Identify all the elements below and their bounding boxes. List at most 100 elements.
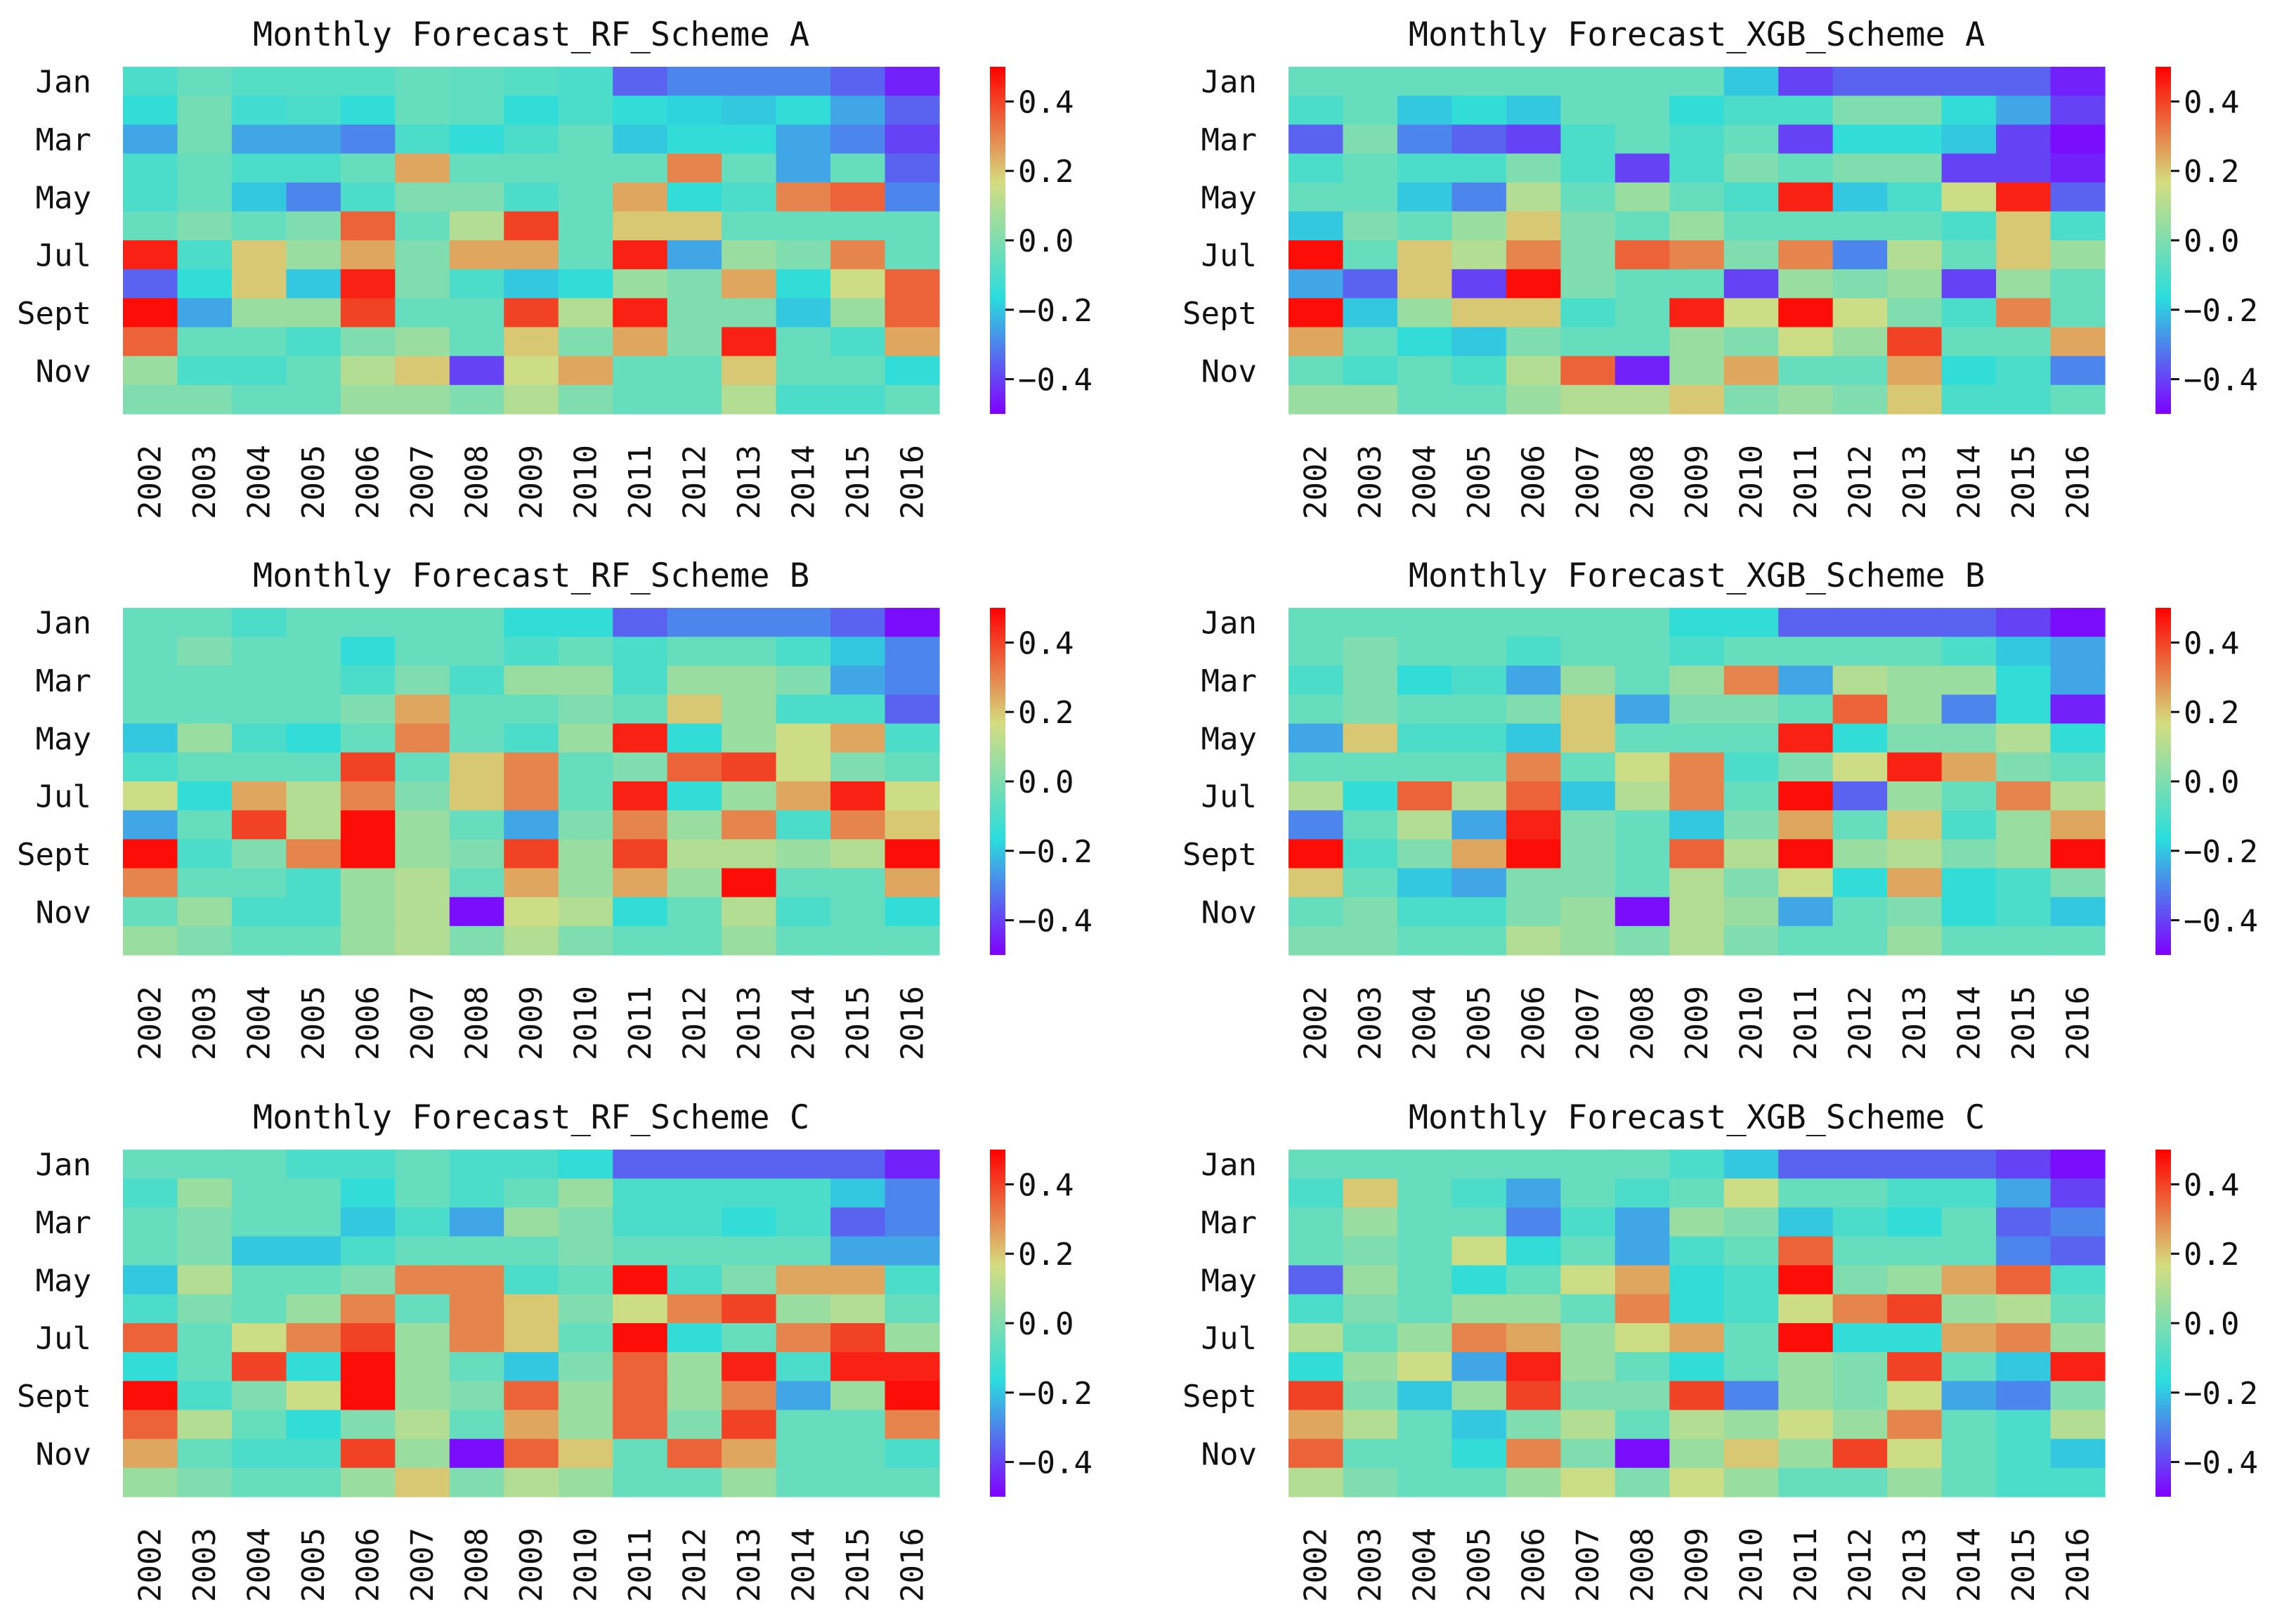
heatmap-cell: Apr 2008: -0.05: [449, 153, 504, 183]
heatmap-cell: Feb 2016: -0.3: [885, 637, 940, 666]
heatmap-cell: Jul 2013: 0.05: [722, 781, 777, 811]
heatmap-cell: Jun 2015: -0.05: [830, 211, 886, 241]
heatmap-cell: Feb 2004: -0.05: [231, 637, 287, 666]
heatmap-cell: Jan 2007: -0.05: [1560, 608, 1616, 637]
x-tick-label: 2007: [405, 986, 441, 1060]
heatmap-cell: Aug 2004: 0.2: [231, 269, 287, 299]
heatmap-cell: May 2011: 0.25: [613, 182, 668, 212]
x-tick-label: 2015: [2006, 1528, 2042, 1602]
heatmap-cell: Jul 2005: 0.1: [1452, 240, 1507, 270]
colorbar-gradient-bar: [990, 608, 1005, 955]
heatmap-cell: Feb 2009: -0.05: [1669, 1178, 1725, 1208]
heatmap-cell: Mar 2004: -0.25: [231, 124, 287, 155]
heatmap-cell: Sept 2010: 0.05: [558, 839, 613, 869]
heatmap-cell: Dec 2011: -0.05: [1778, 925, 1834, 956]
heatmap-cell: Aug 2006: 0.48: [1506, 269, 1561, 299]
heatmap-cell: Feb 2016: -0.3: [885, 1178, 940, 1208]
heatmap-cell: Jul 2010: -0.05: [558, 240, 613, 270]
heatmap-cell: Jan 2010: -0.2: [1723, 67, 1779, 96]
heatmap-cell: Aug 2002: -0.35: [123, 269, 178, 299]
heatmap-cell: Sept 2015: 0.05: [830, 1381, 886, 1411]
heatmap-cell: Jun 2003: 0: [1343, 211, 1398, 241]
heatmap-cell: Apr 2003: -0.05: [1343, 153, 1398, 183]
heatmap-cell: Feb 2003: -0.05: [1343, 96, 1398, 125]
heatmap-cell: Jul 2004: 0.25: [231, 781, 287, 811]
heatmap-cell: Jun 2008: -0.05: [1615, 211, 1670, 241]
heatmap-cell: Apr 2007: 0.25: [395, 153, 450, 183]
heatmap-cell: Dec 2012: -0.05: [1832, 1467, 1888, 1497]
heatmap-cell: Jan 2012: -0.3: [667, 608, 722, 637]
heatmap-cell: Jan 2008: -0.05: [449, 608, 504, 637]
heatmap-cell: Mar 2004: -0.05: [231, 1207, 287, 1237]
heatmap-cell: Oct 2004: -0.05: [231, 1410, 287, 1440]
heatmap-cell: Sept 2003: 0: [1343, 1381, 1398, 1411]
heatmap-cell: Nov 2014: -0.05: [1941, 1438, 1997, 1469]
y-tick-label: Sept: [1182, 1379, 1257, 1415]
heatmap-cell: Mar 2005: -0.1: [1452, 665, 1507, 696]
heatmap-cell: Oct 2013: 0.45: [722, 327, 777, 357]
heatmap-cell: Apr 2016: -0.45: [2050, 153, 2106, 183]
heatmap-cell: Mar 2012: -0.15: [667, 124, 722, 155]
heatmap-cell: Apr 2011: -0.05: [1778, 153, 1834, 183]
y-tick-label: Jul: [36, 779, 91, 815]
heatmap-cell: May 2005: -0.15: [1452, 1265, 1507, 1295]
heatmap-cell: Feb 2005: -0.1: [286, 96, 341, 125]
heatmap-cell: Mar 2014: -0.05: [1941, 1207, 1997, 1237]
heatmap-cell: Feb 2016: -0.4: [2050, 96, 2106, 125]
heatmap-cell: Aug 2008: -0.1: [449, 269, 504, 299]
heatmap-cell: Dec 2011: -0.05: [613, 925, 668, 956]
heatmap-cell: Jul 2010: -0.05: [1723, 1323, 1779, 1353]
heatmap-cell: Oct 2014: -0.05: [776, 868, 831, 898]
x-tick-label: 2009: [514, 986, 549, 1060]
heatmap-cell: Jan 2015: -0.4: [1996, 608, 2052, 637]
heatmap-cell: Feb 2010: -0.1: [558, 96, 613, 125]
heatmap-cell: Dec 2007: 0.1: [1560, 384, 1616, 415]
heatmap-cell: Jun 2012: 0.2: [667, 211, 722, 241]
heatmap-cell: Jun 2007: -0.05: [395, 211, 450, 241]
heatmap-cell: Nov 2009: 0.1: [1669, 897, 1725, 927]
heatmap-cell: Sept 2013: 0: [1887, 298, 1943, 328]
heatmap-cell: Jan 2003: -0.05: [177, 608, 233, 637]
heatmap-cell: Jun 2016: -0.05: [885, 211, 940, 241]
heatmap-cell: Jul 2014: 0.25: [776, 781, 831, 811]
heatmap-cell: Aug 2006: 0.45: [1506, 1352, 1561, 1381]
heatmap-cell: Feb 2008: -0.05: [1615, 96, 1670, 125]
heatmap-cell: Sept 2004: 0: [1397, 839, 1452, 869]
heatmap-cell: Oct 2009: 0.05: [1669, 327, 1725, 357]
heatmap-cell: Jan 2011: -0.35: [613, 67, 668, 96]
heatmap-cell: Jul 2011: 0.48: [613, 1323, 668, 1353]
heatmap-cell: May 2007: 0.2: [1560, 723, 1616, 753]
heatmap-cell: Feb 2012: -0.05: [1832, 637, 1888, 666]
heatmap-cell: Jun 2002: -0.2: [1289, 211, 1344, 241]
colorbar-tick-label: 0.2: [2184, 154, 2239, 190]
heatmap-cell: Sept 2002: 0.48: [123, 839, 178, 869]
heatmap-cell: Aug 2007: 0: [1560, 269, 1616, 299]
heatmap-cell: Nov 2002: -0.05: [123, 897, 178, 927]
heatmap-cell: Sept 2008: -0.05: [1615, 298, 1670, 328]
heatmap-cell: Nov 2009: 0.15: [504, 356, 559, 386]
heatmap-cell: Jun 2002: -0.05: [123, 211, 178, 241]
heatmap-cell: Nov 2006: 0: [1506, 897, 1561, 927]
x-tick-label: 2010: [568, 986, 604, 1060]
heatmap-cell: Jun 2007: -0.05: [395, 1294, 450, 1324]
chart-title: Monthly Forecast_RF_Scheme A: [253, 15, 809, 54]
heatmap-cell: May 2011: 0.45: [1778, 182, 1834, 212]
heatmap-cell: Apr 2013: 0: [1887, 153, 1943, 183]
heatmap-cell: Aug 2004: 0.2: [1397, 269, 1452, 299]
heatmap-cell: Apr 2010: -0.05: [1723, 1236, 1779, 1266]
heatmap-cell: Jun 2006: 0.05: [1506, 1294, 1561, 1324]
heatmap-cell: Oct 2005: -0.15: [286, 1410, 341, 1440]
heatmap-cell: Apr 2006: 0: [1506, 694, 1561, 724]
heatmap-cell: Sept 2010: 0.05: [558, 1381, 613, 1411]
heatmap-cell: Jun 2004: -0.05: [231, 1294, 287, 1324]
heatmap-cell: Dec 2014: -0.05: [1941, 925, 1997, 956]
heatmap-cell: Oct 2003: 0.1: [177, 1410, 233, 1440]
x-tick-label: 2007: [405, 445, 441, 519]
y-tick-label: Jul: [36, 238, 91, 274]
heatmap-cell: Sept 2006: 0.4: [1506, 1381, 1561, 1411]
heatmap-cell: Sept 2015: 0.1: [830, 839, 886, 869]
heatmap-cell: Apr 2015: -0.15: [1996, 694, 2052, 724]
y-tick-label: Jan: [1201, 606, 1257, 642]
heatmap-cell: Aug 2010: -0.05: [1723, 1352, 1779, 1381]
heatmap-panels: Monthly Forecast_RF_Scheme A Jan 2002: -0…: [17, 15, 2258, 1602]
